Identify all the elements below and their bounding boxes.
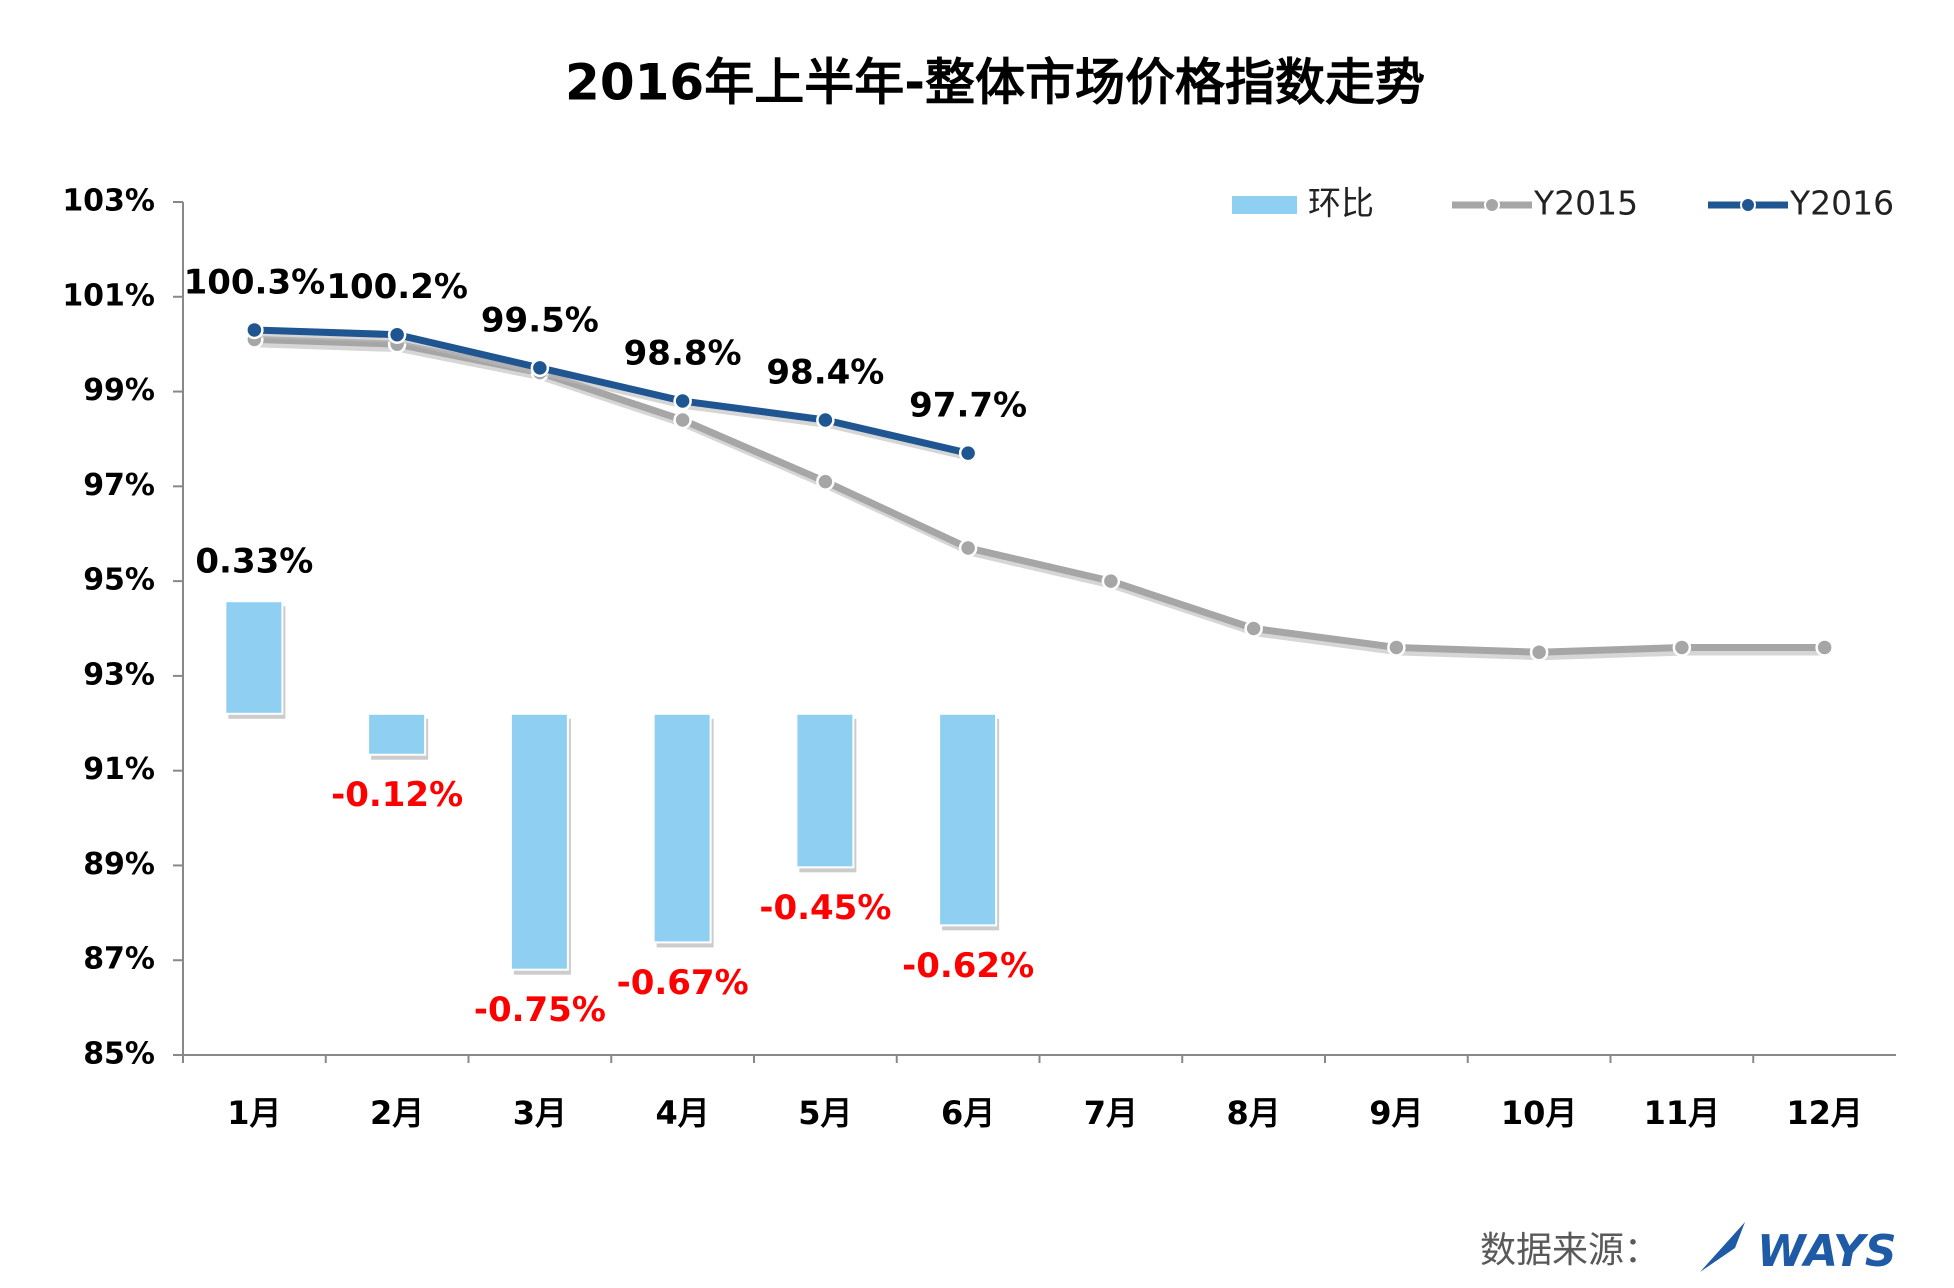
bar-label: -0.67% xyxy=(617,963,749,1003)
point xyxy=(958,538,978,558)
point xyxy=(245,320,264,340)
bar xyxy=(938,712,998,927)
source-logo: WAYS xyxy=(1757,1226,1897,1277)
x-tick-label: 10月 xyxy=(1501,1094,1578,1132)
logo-icon xyxy=(1700,1222,1745,1272)
chart-title: 2016年上半年-整体市场价格指数走势 xyxy=(565,54,1425,112)
point-label: 98.8% xyxy=(624,334,742,374)
y-tick-label: 99% xyxy=(83,373,155,408)
bar xyxy=(367,712,427,756)
bar-label: -0.45% xyxy=(759,888,891,928)
y-tick-label: 93% xyxy=(83,657,155,692)
point-label: 100.3% xyxy=(184,262,326,302)
line xyxy=(254,335,1825,656)
source-label: 数据来源： xyxy=(1480,1230,1660,1271)
legend-marker xyxy=(1484,197,1500,213)
point xyxy=(958,443,978,463)
x-tick-label: 2月 xyxy=(370,1094,424,1132)
point-label: 99.5% xyxy=(481,300,599,340)
y-tick-label: 95% xyxy=(83,563,155,598)
x-tick-label: 11月 xyxy=(1644,1094,1721,1132)
legend-label: Y2015 xyxy=(1533,184,1638,223)
bar xyxy=(795,712,855,869)
x-tick-label: 3月 xyxy=(513,1094,567,1132)
x-tick-label: 6月 xyxy=(941,1094,995,1132)
line-shadow xyxy=(257,339,1828,661)
y-tick-label: 103% xyxy=(62,184,155,219)
x-tick-label: 9月 xyxy=(1369,1094,1423,1132)
bar-label: -0.75% xyxy=(474,990,606,1030)
point-label: 98.4% xyxy=(766,352,884,392)
point xyxy=(1101,571,1121,591)
bar xyxy=(509,712,569,971)
point xyxy=(1815,638,1834,657)
x-tick-label: 12月 xyxy=(1786,1094,1863,1132)
point xyxy=(387,325,407,344)
x-tick-label: 7月 xyxy=(1084,1094,1138,1132)
point xyxy=(1244,619,1263,638)
point-label: 97.7% xyxy=(909,386,1027,426)
legend-marker xyxy=(1740,197,1756,213)
point xyxy=(673,410,692,430)
point xyxy=(816,472,835,491)
y-tick-label: 101% xyxy=(62,278,155,313)
point-label: 100.2% xyxy=(326,267,468,307)
bar-label: -0.12% xyxy=(331,775,463,815)
legend-label: 环比 xyxy=(1308,184,1374,223)
legend-swatch xyxy=(1232,196,1297,214)
point xyxy=(816,410,835,430)
x-tick-label: 5月 xyxy=(798,1094,852,1132)
x-tick-label: 8月 xyxy=(1226,1094,1280,1132)
y-tick-label: 89% xyxy=(83,847,155,882)
point xyxy=(1387,638,1406,657)
point xyxy=(1672,638,1692,657)
point xyxy=(673,391,692,411)
point xyxy=(530,358,550,378)
y-tick-label: 91% xyxy=(83,752,155,787)
y-tick-label: 85% xyxy=(83,1037,155,1072)
bar-label: -0.62% xyxy=(902,946,1034,986)
y-tick-label: 87% xyxy=(83,942,155,977)
x-tick-label: 4月 xyxy=(655,1094,709,1132)
line xyxy=(254,326,969,457)
bar-label: 0.33% xyxy=(195,542,313,582)
point xyxy=(1529,642,1549,662)
legend-label: Y2016 xyxy=(1789,184,1894,223)
y-tick-label: 97% xyxy=(83,468,155,503)
x-tick-label: 1月 xyxy=(227,1094,281,1132)
bar xyxy=(224,600,284,715)
bar xyxy=(652,712,712,944)
